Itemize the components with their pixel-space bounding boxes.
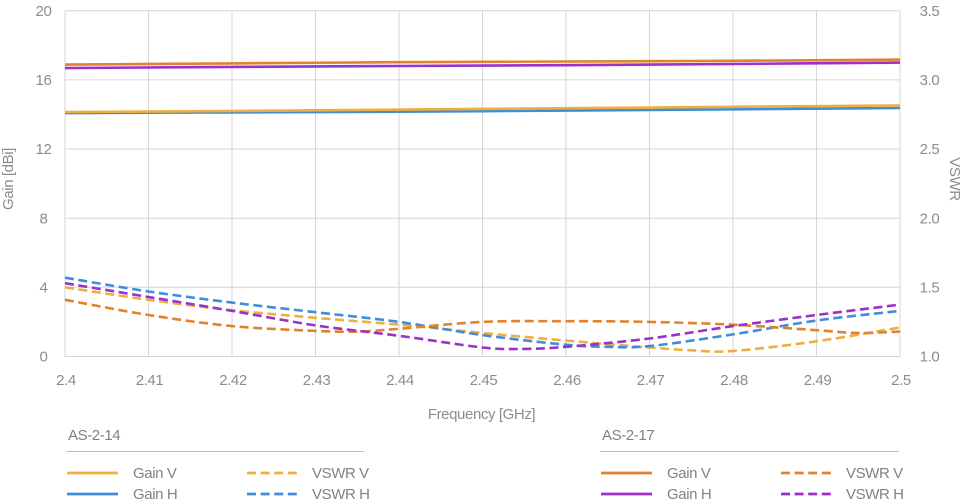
svg-text:Gain [dBi]: Gain [dBi]	[0, 148, 17, 210]
svg-text:Gain H: Gain H	[133, 486, 177, 503]
svg-text:2.49: 2.49	[804, 372, 832, 389]
svg-text:Gain H: Gain H	[667, 486, 711, 503]
svg-text:Gain V: Gain V	[133, 465, 177, 482]
svg-text:4: 4	[40, 280, 48, 297]
svg-text:3.5: 3.5	[920, 3, 940, 20]
svg-text:1.0: 1.0	[920, 349, 940, 366]
svg-text:2.44: 2.44	[386, 372, 414, 389]
svg-text:2.41: 2.41	[136, 372, 164, 389]
svg-text:16: 16	[36, 72, 52, 89]
svg-text:2.48: 2.48	[720, 372, 748, 389]
svg-text:3.0: 3.0	[920, 72, 940, 89]
svg-text:2.42: 2.42	[219, 372, 247, 389]
svg-text:2.5: 2.5	[920, 141, 940, 158]
svg-text:AS-2-14: AS-2-14	[68, 427, 120, 444]
svg-text:AS-2-17: AS-2-17	[602, 427, 654, 444]
svg-text:VSWR: VSWR	[946, 157, 963, 201]
svg-text:0: 0	[40, 349, 48, 366]
svg-text:2.43: 2.43	[303, 372, 331, 389]
svg-text:2.45: 2.45	[470, 372, 498, 389]
svg-text:2.47: 2.47	[637, 372, 665, 389]
svg-text:20: 20	[36, 3, 52, 20]
svg-text:2.46: 2.46	[553, 372, 581, 389]
svg-text:Frequency [GHz]: Frequency [GHz]	[428, 406, 536, 423]
svg-text:2.4: 2.4	[56, 372, 76, 389]
svg-text:8: 8	[40, 210, 48, 227]
svg-text:2.0: 2.0	[920, 210, 940, 227]
svg-text:VSWR V: VSWR V	[846, 465, 903, 482]
svg-text:Gain V: Gain V	[667, 465, 711, 482]
svg-text:VSWR H: VSWR H	[312, 486, 370, 503]
svg-text:12: 12	[36, 141, 52, 158]
svg-text:1.5: 1.5	[920, 280, 940, 297]
svg-text:2.5: 2.5	[891, 372, 911, 389]
svg-text:VSWR H: VSWR H	[846, 486, 904, 503]
svg-text:VSWR V: VSWR V	[312, 465, 369, 482]
